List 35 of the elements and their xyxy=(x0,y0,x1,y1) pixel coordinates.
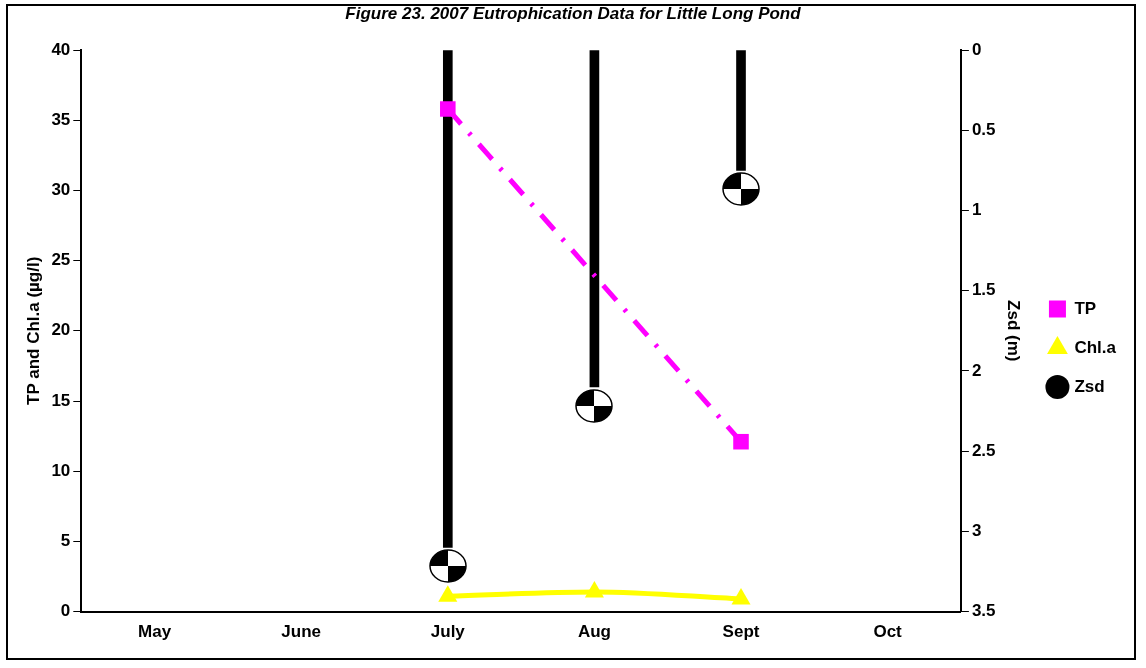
x-tick-label: Oct xyxy=(873,622,903,642)
y-axis-title: TP and Chl.a (µg/l) xyxy=(23,256,43,405)
x-tick-label: Aug xyxy=(577,622,611,642)
legend-label: Chl.a xyxy=(1074,337,1117,357)
y-tick-label: 10 xyxy=(51,460,71,480)
x-tick-label: Sept xyxy=(722,622,760,642)
legend-label: TP xyxy=(1074,298,1097,318)
x-tick-label: May xyxy=(138,622,172,642)
x-tick-label: July xyxy=(430,622,466,642)
y2-tick-label: 0 xyxy=(971,39,982,59)
y-tick-label: 40 xyxy=(51,39,71,59)
point xyxy=(731,587,751,605)
chart-title: Figure 23. 2007 Eutrophication Data for Little Long Pond xyxy=(344,4,802,24)
x-tick-label: June xyxy=(281,622,322,642)
point xyxy=(438,585,458,602)
y-tick-label: 20 xyxy=(51,320,71,340)
legend-label: Zsd xyxy=(1074,376,1105,396)
point xyxy=(584,580,604,598)
y2-tick-label: 1.5 xyxy=(971,280,996,300)
y-tick-label: 5 xyxy=(60,531,71,551)
y-tick-label: 0 xyxy=(60,601,71,621)
y2-axis-title: Zsd (m) xyxy=(1004,300,1024,362)
y2-tick-label: 2 xyxy=(971,360,982,380)
y2-tick-label: 2.5 xyxy=(971,440,996,460)
y2-tick-label: 3.5 xyxy=(971,601,996,621)
bar xyxy=(589,50,600,388)
y-tick-label: 35 xyxy=(51,109,71,129)
y2-tick-label: 0.5 xyxy=(971,119,996,139)
y-tick-label: 25 xyxy=(51,250,71,270)
y-tick-label: 30 xyxy=(51,180,71,200)
y-tick-label: 15 xyxy=(51,390,71,410)
point xyxy=(733,433,749,450)
y2-tick-label: 3 xyxy=(971,521,982,541)
point xyxy=(440,101,456,117)
y2-tick-label: 1 xyxy=(971,200,982,220)
